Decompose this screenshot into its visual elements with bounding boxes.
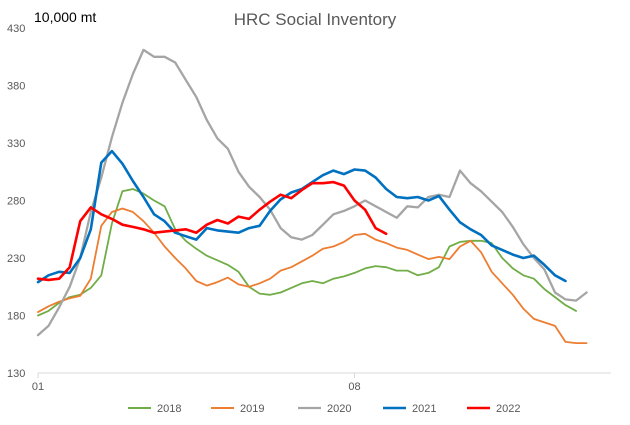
series-line-2020 xyxy=(36,48,588,337)
legend-item-2018: 2018 xyxy=(128,403,181,415)
y-tick-label: 130 xyxy=(7,368,25,380)
x-tick-label: 01 xyxy=(32,381,44,393)
series-layer xyxy=(36,48,588,345)
legend-label: 2020 xyxy=(327,403,351,415)
series-line-2022 xyxy=(36,180,388,282)
legend-item-2020: 2020 xyxy=(298,403,351,415)
y-tick-label: 330 xyxy=(7,138,25,150)
legend-item-2022: 2022 xyxy=(467,403,520,415)
legend-label: 2019 xyxy=(240,403,264,415)
y-tick-label: 430 xyxy=(7,23,25,35)
y-tick-label: 230 xyxy=(7,253,25,265)
chart-title: HRC Social Inventory xyxy=(233,10,397,29)
legend-label: 2021 xyxy=(412,403,436,415)
axes: 130 180 230 280 330 380 430 01 08 xyxy=(7,23,611,393)
x-tick-label: 08 xyxy=(348,381,360,393)
y-tick-label: 380 xyxy=(7,81,25,93)
series-line-2018 xyxy=(37,188,577,317)
legend: 2018 2019 2020 2021 2022 xyxy=(128,403,520,415)
legend-item-2021: 2021 xyxy=(383,403,436,415)
legend-label: 2018 xyxy=(157,403,181,415)
unit-label: 10,000 mt xyxy=(34,9,97,25)
series-line-2019 xyxy=(37,207,588,345)
y-tick-label: 180 xyxy=(7,311,25,323)
legend-label: 2022 xyxy=(496,403,520,415)
legend-item-2019: 2019 xyxy=(211,403,264,415)
y-tick-label: 280 xyxy=(7,196,25,208)
